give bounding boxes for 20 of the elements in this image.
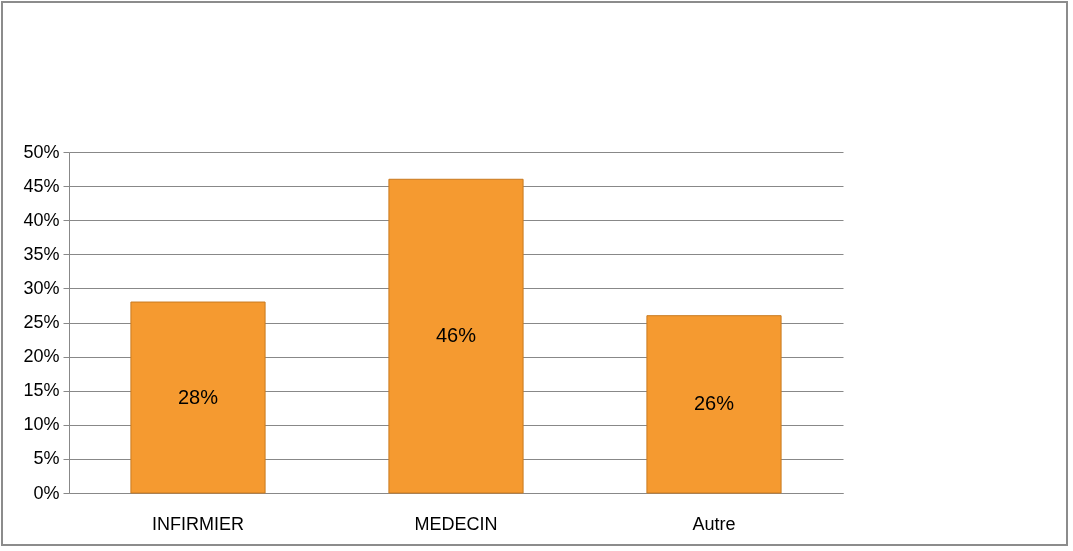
y-tick-label: 45% [23,175,60,196]
y-tick-label: 10% [23,414,60,435]
data-label: 26% [693,392,735,415]
data-label: 28% [177,385,219,408]
x-tick-label: MEDECIN [414,513,498,534]
y-tick-label: 30% [23,277,60,298]
x-tick-label: Autre [692,513,736,534]
y-tick-label: 5% [33,448,60,469]
y-tick-label: 35% [23,243,60,264]
data-label: 46% [435,324,477,347]
y-tick-label: 15% [23,380,60,401]
y-tick-label: 25% [23,312,60,332]
y-tick-label: 40% [23,209,60,230]
x-tick-label: INFIRMIER [152,513,244,534]
y-tick-label: 50% [23,141,60,162]
y-tick-label: 0% [33,482,60,503]
bar [130,301,266,494]
bar [646,315,782,494]
bar [388,178,524,494]
y-tick-label: 20% [23,346,60,367]
